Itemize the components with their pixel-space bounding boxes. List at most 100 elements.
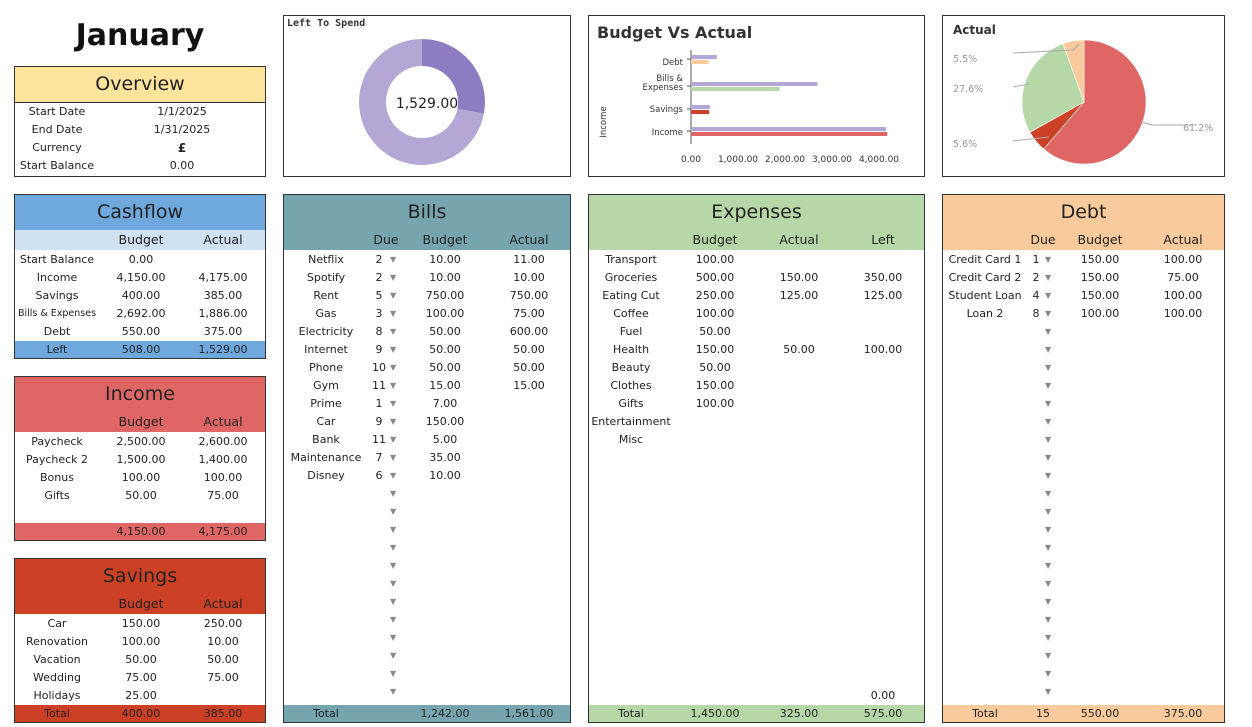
- dropdown-arrow-icon[interactable]: ▼: [390, 669, 397, 678]
- bills-row[interactable]: ▼: [284, 647, 570, 665]
- bills-row[interactable]: ▼: [284, 593, 570, 611]
- dropdown-arrow-icon[interactable]: ▼: [1045, 273, 1052, 282]
- debt-row[interactable]: ▼: [943, 683, 1224, 701]
- dropdown-arrow-icon[interactable]: ▼: [1045, 417, 1052, 426]
- dropdown-arrow-icon[interactable]: ▼: [1045, 453, 1052, 462]
- bills-row[interactable]: Maintenance 7 35.00 ▼: [284, 449, 570, 467]
- bills-row[interactable]: Gas 3 100.00 75.00 ▼: [284, 305, 570, 323]
- dropdown-arrow-icon[interactable]: ▼: [1045, 669, 1052, 678]
- dropdown-arrow-icon[interactable]: ▼: [390, 327, 397, 336]
- bills-row[interactable]: ▼: [284, 683, 570, 701]
- bills-row[interactable]: Phone 10 50.00 50.00 ▼: [284, 359, 570, 377]
- savings-row[interactable]: Car 150.00 250.00: [15, 615, 265, 633]
- dropdown-arrow-icon[interactable]: ▼: [390, 435, 397, 444]
- debt-row[interactable]: ▼: [943, 467, 1224, 485]
- dropdown-arrow-icon[interactable]: ▼: [1045, 597, 1052, 606]
- expenses-row[interactable]: Entertainment: [589, 413, 924, 431]
- expenses-row[interactable]: Misc: [589, 431, 924, 449]
- dropdown-arrow-icon[interactable]: ▼: [390, 417, 397, 426]
- bills-row[interactable]: ▼: [284, 557, 570, 575]
- debt-row[interactable]: Student Loan 4 150.00 100.00 ▼: [943, 287, 1224, 305]
- cashflow-row[interactable]: Bills & Expenses 2,692.00 1,886.00: [15, 305, 265, 323]
- dropdown-arrow-icon[interactable]: ▼: [390, 255, 397, 264]
- dropdown-arrow-icon[interactable]: ▼: [390, 579, 397, 588]
- dropdown-arrow-icon[interactable]: ▼: [1045, 363, 1052, 372]
- income-row[interactable]: Paycheck 2 1,500.00 1,400.00: [15, 451, 265, 469]
- expenses-row[interactable]: Groceries 500.00 150.00 350.00: [589, 269, 924, 287]
- cashflow-row[interactable]: Debt 550.00 375.00: [15, 323, 265, 341]
- dropdown-arrow-icon[interactable]: ▼: [1045, 399, 1052, 408]
- expenses-row[interactable]: Fuel 50.00: [589, 323, 924, 341]
- debt-row[interactable]: ▼: [943, 629, 1224, 647]
- debt-row[interactable]: ▼: [943, 503, 1224, 521]
- cashflow-row[interactable]: Income 4,150.00 4,175.00: [15, 269, 265, 287]
- dropdown-arrow-icon[interactable]: ▼: [1045, 345, 1052, 354]
- dropdown-arrow-icon[interactable]: ▼: [1045, 435, 1052, 444]
- dropdown-arrow-icon[interactable]: ▼: [1045, 543, 1052, 552]
- dropdown-arrow-icon[interactable]: ▼: [390, 471, 397, 480]
- bills-row[interactable]: ▼: [284, 665, 570, 683]
- dropdown-arrow-icon[interactable]: ▼: [390, 345, 397, 354]
- bills-row[interactable]: ▼: [284, 539, 570, 557]
- debt-row[interactable]: ▼: [943, 323, 1224, 341]
- dropdown-arrow-icon[interactable]: ▼: [390, 399, 397, 408]
- dropdown-arrow-icon[interactable]: ▼: [390, 381, 397, 390]
- debt-row[interactable]: ▼: [943, 413, 1224, 431]
- debt-row[interactable]: Loan 2 8 100.00 100.00 ▼: [943, 305, 1224, 323]
- bills-row[interactable]: Netflix 2 10.00 11.00 ▼: [284, 251, 570, 269]
- dropdown-arrow-icon[interactable]: ▼: [1045, 615, 1052, 624]
- dropdown-arrow-icon[interactable]: ▼: [1045, 579, 1052, 588]
- savings-row[interactable]: Wedding 75.00 75.00: [15, 669, 265, 687]
- savings-row[interactable]: Vacation 50.00 50.00: [15, 651, 265, 669]
- dropdown-arrow-icon[interactable]: ▼: [1045, 525, 1052, 534]
- dropdown-arrow-icon[interactable]: ▼: [1045, 507, 1052, 516]
- expenses-row[interactable]: Transport 100.00: [589, 251, 924, 269]
- savings-row[interactable]: Renovation 100.00 10.00: [15, 633, 265, 651]
- bills-row[interactable]: Car 9 150.00 ▼: [284, 413, 570, 431]
- expenses-row[interactable]: Gifts 100.00: [589, 395, 924, 413]
- debt-row[interactable]: ▼: [943, 521, 1224, 539]
- expenses-row[interactable]: Beauty 50.00: [589, 359, 924, 377]
- debt-row[interactable]: ▼: [943, 557, 1224, 575]
- debt-row[interactable]: ▼: [943, 539, 1224, 557]
- bills-row[interactable]: ▼: [284, 611, 570, 629]
- debt-row[interactable]: Credit Card 2 2 150.00 75.00 ▼: [943, 269, 1224, 287]
- dropdown-arrow-icon[interactable]: ▼: [1045, 327, 1052, 336]
- bills-row[interactable]: ▼: [284, 629, 570, 647]
- debt-row[interactable]: ▼: [943, 359, 1224, 377]
- dropdown-arrow-icon[interactable]: ▼: [390, 363, 397, 372]
- dropdown-arrow-icon[interactable]: ▼: [390, 543, 397, 552]
- dropdown-arrow-icon[interactable]: ▼: [390, 687, 397, 696]
- bills-row[interactable]: Gym 11 15.00 15.00 ▼: [284, 377, 570, 395]
- cashflow-row[interactable]: Start Balance 0.00: [15, 251, 265, 269]
- dropdown-arrow-icon[interactable]: ▼: [390, 615, 397, 624]
- dropdown-arrow-icon[interactable]: ▼: [390, 633, 397, 642]
- bills-row[interactable]: Rent 5 750.00 750.00 ▼: [284, 287, 570, 305]
- dropdown-arrow-icon[interactable]: ▼: [1045, 489, 1052, 498]
- dropdown-arrow-icon[interactable]: ▼: [1045, 291, 1052, 300]
- dropdown-arrow-icon[interactable]: ▼: [390, 525, 397, 534]
- debt-row[interactable]: ▼: [943, 593, 1224, 611]
- debt-row[interactable]: ▼: [943, 377, 1224, 395]
- dropdown-arrow-icon[interactable]: ▼: [1045, 687, 1052, 696]
- bills-row[interactable]: Prime 1 7.00 ▼: [284, 395, 570, 413]
- dropdown-arrow-icon[interactable]: ▼: [1045, 309, 1052, 318]
- dropdown-arrow-icon[interactable]: ▼: [390, 489, 397, 498]
- savings-row[interactable]: Holidays 25.00: [15, 687, 265, 705]
- dropdown-arrow-icon[interactable]: ▼: [1045, 381, 1052, 390]
- debt-row[interactable]: ▼: [943, 575, 1224, 593]
- dropdown-arrow-icon[interactable]: ▼: [390, 309, 397, 318]
- debt-row[interactable]: Credit Card 1 1 150.00 100.00 ▼: [943, 251, 1224, 269]
- dropdown-arrow-icon[interactable]: ▼: [1045, 255, 1052, 264]
- bills-row[interactable]: Bank 11 5.00 ▼: [284, 431, 570, 449]
- income-row[interactable]: Bonus 100.00 100.00: [15, 469, 265, 487]
- bills-row[interactable]: Spotify 2 10.00 10.00 ▼: [284, 269, 570, 287]
- expenses-row[interactable]: Coffee 100.00: [589, 305, 924, 323]
- debt-row[interactable]: ▼: [943, 647, 1224, 665]
- debt-row[interactable]: ▼: [943, 395, 1224, 413]
- debt-row[interactable]: ▼: [943, 611, 1224, 629]
- debt-row[interactable]: ▼: [943, 449, 1224, 467]
- dropdown-arrow-icon[interactable]: ▼: [390, 273, 397, 282]
- dropdown-arrow-icon[interactable]: ▼: [1045, 561, 1052, 570]
- income-row[interactable]: Paycheck 2,500.00 2,600.00: [15, 433, 265, 451]
